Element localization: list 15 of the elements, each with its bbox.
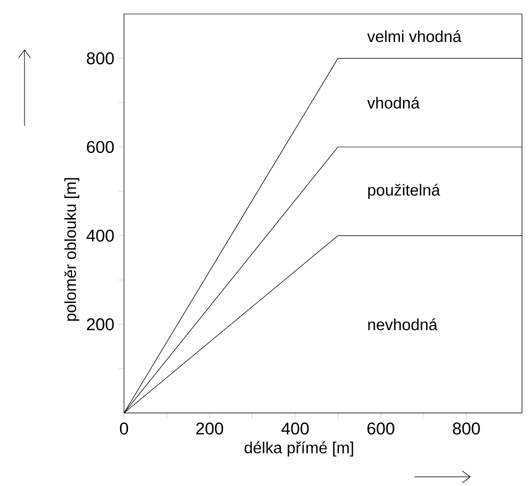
x-axis-title: délka přímé [m] [244,441,354,457]
x-tick-label: 0 [120,422,128,435]
y-tick-label: 200 [86,318,114,330]
annotation: nevhodná [368,318,438,330]
y-tick-label: 800 [86,52,114,64]
x-tick-label: 800 [452,422,480,435]
x-tick-label: 600 [367,422,394,435]
annotation: velmi vhodná [367,30,462,42]
annotation: vhodná [367,96,420,109]
y-tick-label: 400 [86,230,114,242]
y-axis-title: poloměr oblouku [m] [64,178,80,321]
annotation: použitelná [368,184,440,199]
x-tick-label: 400 [281,422,309,435]
x-tick-label: 200 [196,422,224,435]
y-tick-label: 600 [86,140,114,154]
